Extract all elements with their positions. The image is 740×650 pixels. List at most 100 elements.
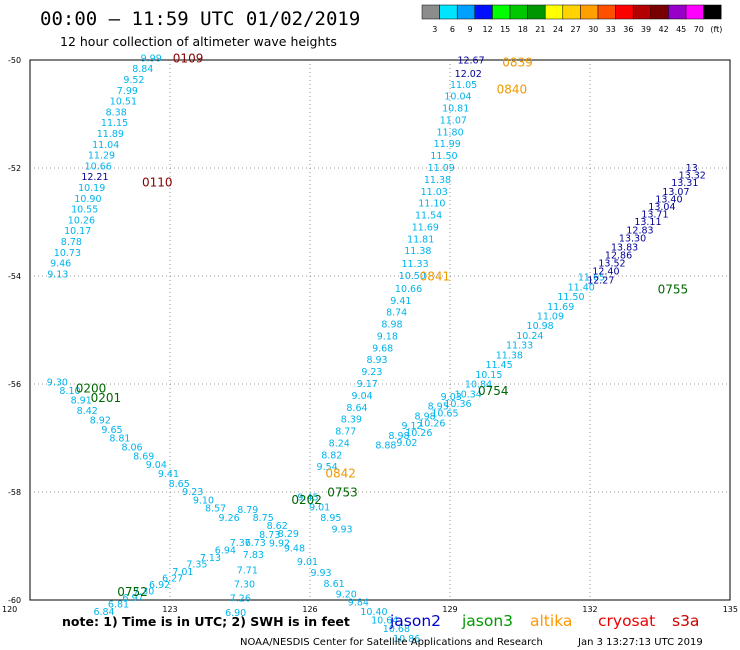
wave-height-point: 8.69 (133, 451, 154, 462)
wave-height-point: 10.68 (383, 624, 410, 635)
wave-height-point: 9.13 (47, 269, 68, 280)
wave-height-point: 7.99 (117, 86, 138, 97)
wave-height-point: 8.77 (335, 427, 356, 438)
x-tick-label: 120 (2, 605, 17, 614)
x-tick-label: 135 (723, 605, 738, 614)
x-tick-label: 126 (302, 605, 317, 614)
wave-height-point: 9.84 (348, 598, 369, 609)
colorbar-label: 12 (483, 25, 493, 34)
colorbar-swatch (509, 4, 528, 20)
wave-height-point: 9.26 (219, 513, 240, 524)
wave-height-point: 8.92 (90, 416, 111, 427)
wave-height-point: 10.84 (465, 380, 492, 391)
wave-height-point: 9.30 (47, 377, 68, 388)
wave-height-point: 13.32 (679, 171, 706, 182)
pass-time-label: 0109 (173, 51, 204, 65)
wave-height-point: 8.88 (375, 441, 396, 452)
wave-height-point: 11.80 (436, 127, 463, 138)
wave-height-point: 13.11 (634, 217, 661, 228)
colorbar-label: 21 (535, 25, 545, 34)
footer-note: note: 1) Time is in UTC; 2) SWH is in fe… (62, 614, 350, 629)
wave-height-point: 11.69 (547, 302, 574, 313)
wave-height-point: 12.02 (455, 69, 482, 80)
wave-height-point: 10.04 (444, 92, 471, 103)
wave-height-point: 9.12 (401, 421, 422, 432)
wave-height-point: 8.24 (329, 438, 350, 449)
wave-height-point: 10.26 (68, 215, 95, 226)
colorbar-label: 24 (553, 25, 563, 34)
colorbar-swatch (527, 4, 546, 20)
legend-jason2: jason2 (389, 612, 441, 630)
colorbar-label: 70 (694, 25, 704, 34)
wave-height-point: 11.15 (101, 118, 128, 129)
wave-height-point: 10.50 (399, 271, 426, 282)
wave-height-point: 10.36 (444, 399, 471, 410)
wave-height-point: 9.41 (158, 469, 179, 480)
y-tick-label: -50 (8, 56, 21, 65)
wave-height-point: 10.55 (71, 205, 98, 216)
wave-height-point: 8.39 (341, 415, 362, 426)
wave-height-point: 8.42 (77, 406, 98, 417)
pass-time-label: 0202 (291, 493, 322, 507)
wave-height-point: 11.65 (578, 273, 605, 284)
wave-height-point: 9.02 (396, 438, 417, 449)
wave-height-point: 11.09 (537, 312, 564, 323)
wave-height-point: 9.52 (123, 75, 144, 86)
wave-height-point: 6.27 (162, 573, 183, 584)
colorbar-swatch (685, 4, 704, 20)
wave-height-point: 9.01 (297, 557, 318, 568)
colorbar-swatch (492, 4, 511, 20)
wave-height-point: 7.35 (186, 559, 207, 570)
wave-height-point: 13.40 (655, 194, 682, 205)
x-tick-label: 123 (162, 605, 177, 614)
wave-height-point: 11.99 (434, 139, 461, 150)
wave-height-point: 11.04 (92, 140, 119, 151)
wave-height-point: 9.93 (310, 568, 331, 579)
wave-height-point: 9.03 (441, 392, 462, 403)
wave-height-point: 7.73 (245, 538, 266, 549)
pass-time-label: 0752 (117, 585, 148, 599)
wave-height-point: 8.78 (61, 237, 82, 248)
wave-height-point: 11.29 (88, 151, 115, 162)
legend-s3a: s3a (672, 612, 699, 630)
colorbar-swatch (668, 4, 687, 20)
colorbar-swatch (562, 4, 581, 20)
wave-height-point: 9.99 (141, 53, 162, 64)
wave-height-point: 10.24 (516, 331, 543, 342)
wave-height-point: 7.30 (133, 586, 154, 597)
footer-timestamp: Jan 3 13:27:13 UTC 2019 (577, 637, 703, 648)
wave-height-point: 6.97 (122, 593, 143, 604)
wave-height-point: 6.84 (93, 607, 114, 618)
wave-height-point: 13 (686, 163, 698, 174)
pass-time-label: 0753 (327, 486, 358, 500)
wave-height-point: 11.33 (506, 341, 533, 352)
page-subtitle: 12 hour collection of altimeter wave hei… (60, 34, 337, 49)
colorbar-swatch (544, 4, 564, 20)
pass-time-label: 0754 (478, 384, 509, 398)
wave-height-point: 12.40 (592, 267, 619, 278)
colorbar-label: 36 (623, 25, 633, 34)
wave-height-point: 11.45 (485, 360, 512, 371)
wave-height-point: 8.10 (59, 386, 80, 397)
wave-height-point: 13.83 (611, 242, 638, 253)
colorbar-swatch (632, 4, 652, 20)
wave-height-point: 11.69 (412, 222, 439, 233)
pass-time-label: 0110 (142, 176, 173, 190)
wave-height-point: 11.07 (440, 115, 467, 126)
wave-height-point: 10.86 (393, 634, 420, 645)
colorbar-label: 33 (606, 25, 616, 34)
wave-height-point: 9.65 (101, 425, 122, 436)
wave-height-point: 9.23 (182, 487, 203, 498)
wave-height-point: 8.64 (346, 403, 367, 414)
y-tick-label: -58 (8, 488, 21, 497)
legend-altika: altika (530, 612, 572, 630)
legend-cryosat: cryosat (598, 612, 655, 630)
pass-time-label: 0841 (420, 270, 451, 284)
wave-height-point: 8.98 (381, 320, 402, 331)
wave-height-point: 9.18 (377, 331, 398, 342)
wave-height-point: 9.92 (269, 538, 290, 549)
wave-height-point: 13.52 (598, 259, 625, 270)
wave-height-point: 9.93 (331, 524, 352, 535)
